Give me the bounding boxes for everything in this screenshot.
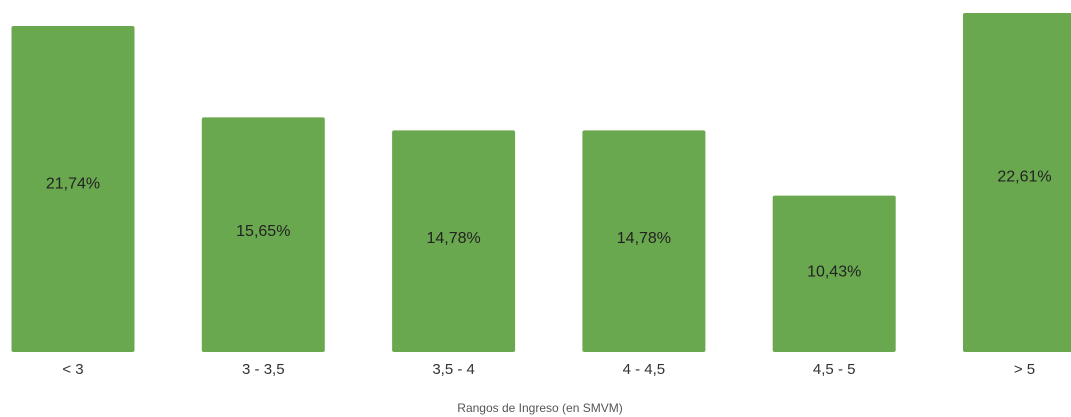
bar-data-label: 10,43% — [807, 264, 861, 281]
bar-data-label: 15,65% — [236, 223, 290, 240]
x-tick-label: 4,5 - 5 — [813, 361, 856, 378]
bar — [201, 117, 325, 353]
bar-data-label: 14,78% — [617, 230, 671, 247]
bar — [963, 13, 1071, 352]
x-tick-labels-group: < 3 3 - 3,5 3,5 - 4 4 - 4,5 4,5 - 5 > 5 — [62, 361, 1035, 378]
x-axis-title: Rangos de Ingreso (en SMVM) — [457, 401, 622, 415]
bar-data-label: 21,74% — [46, 176, 100, 193]
bar-data-label: 14,78% — [426, 230, 480, 247]
data-labels-group: 21,74% 15,65% 14,78% 14,78% 10,43% 22,61% — [46, 169, 1052, 281]
bars-group — [11, 13, 1071, 353]
x-tick-label: 3,5 - 4 — [432, 361, 475, 378]
bar — [392, 130, 516, 352]
bar — [11, 26, 135, 352]
x-tick-label: > 5 — [1014, 361, 1035, 378]
bar — [582, 130, 706, 352]
bar-data-label: 22,61% — [997, 169, 1051, 186]
x-tick-label: 3 - 3,5 — [242, 361, 285, 378]
x-tick-label: < 3 — [62, 361, 83, 378]
bar — [772, 195, 896, 352]
x-tick-label: 4 - 4,5 — [623, 361, 666, 378]
